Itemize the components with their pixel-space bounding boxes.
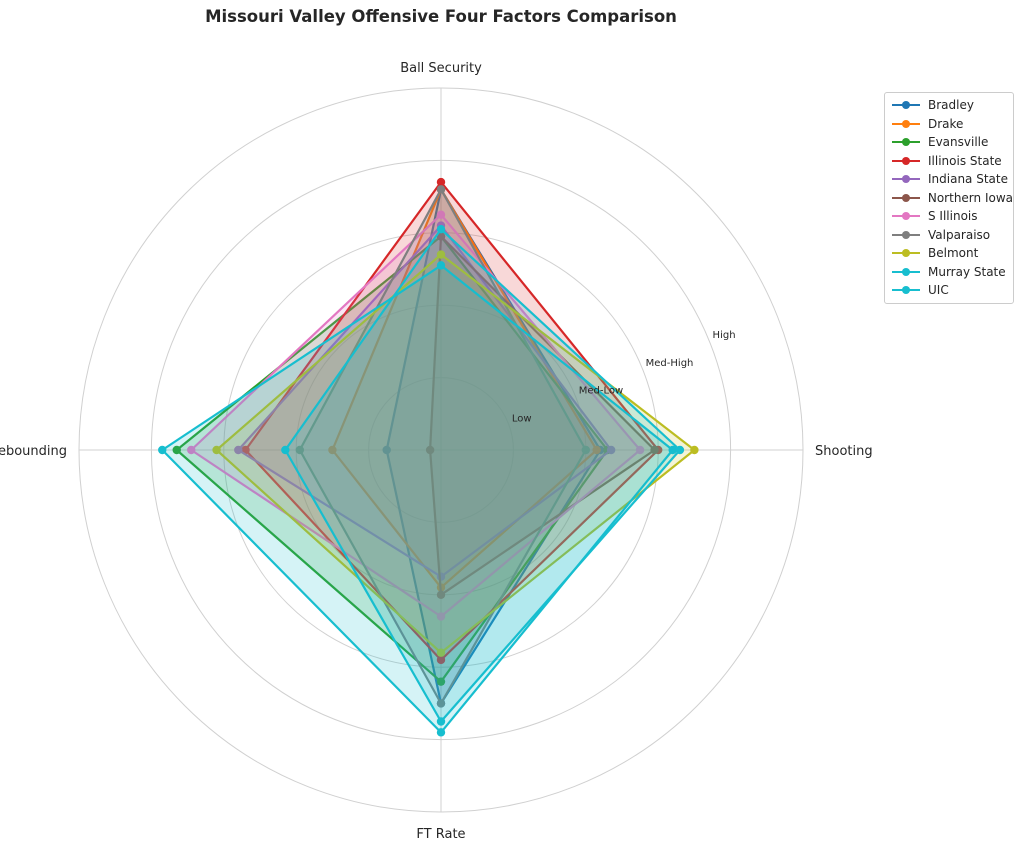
legend: Bradley Drake Evansville Illinois State Indi… — [884, 92, 1014, 304]
data-point — [436, 590, 446, 599]
legend-label: Bradley — [928, 98, 974, 113]
series-area — [332, 189, 597, 588]
legend-label: UIC — [928, 283, 949, 298]
legend-swatch — [892, 248, 920, 258]
data-point — [436, 224, 446, 234]
data-point — [234, 445, 243, 455]
series-area — [176, 236, 608, 682]
legend-item: Illinois State — [885, 152, 1013, 171]
legend-label: Drake — [928, 116, 964, 131]
data-point — [436, 185, 446, 194]
ring-label: Med-High — [646, 358, 694, 369]
legend-label: Evansville — [928, 135, 989, 150]
chart-title: Missouri Valley Offensive Four Factors C… — [205, 7, 677, 26]
legend-item: Belmont — [885, 244, 1013, 263]
legend-item: Northern Iowa — [885, 189, 1013, 208]
data-point — [158, 445, 167, 455]
data-point — [436, 699, 446, 708]
legend-swatch — [892, 119, 920, 129]
data-point — [635, 445, 645, 455]
data-point — [295, 445, 305, 455]
data-point — [436, 728, 446, 737]
data-point — [436, 261, 446, 270]
data-point — [650, 445, 659, 455]
legend-item: S Illinois — [885, 207, 1013, 226]
data-point — [606, 445, 616, 455]
legend-label: Northern Iowa — [927, 190, 1013, 205]
legend-swatch — [892, 100, 920, 110]
legend-label: Murray State — [928, 264, 1006, 279]
axis-label: Ball Security — [400, 61, 482, 76]
legend-label: Valparaiso — [928, 227, 991, 242]
legend-item: Murray State — [885, 263, 1013, 282]
data-point — [436, 250, 446, 259]
series-area — [285, 229, 680, 722]
axis-label: Shooting — [815, 444, 873, 459]
data-point — [212, 445, 221, 455]
data-point — [436, 232, 446, 241]
legend-swatch — [892, 230, 920, 240]
data-point — [436, 648, 446, 657]
data-point — [187, 445, 196, 455]
legend-item: Indiana State — [885, 170, 1013, 189]
legend-item: Valparaiso — [885, 226, 1013, 245]
legend-item: Evansville — [885, 133, 1013, 152]
legend-item: Bradley — [885, 96, 1013, 115]
axis-label: FT Rate — [416, 827, 465, 842]
legend-label: Belmont — [928, 246, 979, 261]
legend-swatch — [892, 193, 920, 203]
radar-labels: Low Med-Low Med-High High Ball Security Shoot… — [0, 61, 873, 842]
data-point — [675, 445, 685, 455]
legend-item: Drake — [885, 115, 1013, 134]
data-point — [425, 445, 435, 455]
data-point — [436, 612, 446, 621]
legend-label: Illinois State — [928, 153, 1002, 168]
data-point — [382, 445, 391, 455]
data-point — [436, 210, 446, 219]
ring-label: High — [713, 330, 736, 341]
series-area — [430, 236, 655, 595]
series-area — [245, 182, 659, 660]
legend-swatch — [892, 211, 920, 221]
axis-label: Off Rebounding — [0, 444, 67, 459]
data-point — [328, 445, 337, 455]
legend-label: S Illinois — [928, 209, 978, 224]
data-point — [592, 445, 601, 455]
legend-swatch — [892, 174, 920, 184]
data-point — [581, 445, 590, 455]
data-point — [690, 445, 699, 455]
radar-series-layer — [158, 177, 699, 737]
legend-swatch — [892, 156, 920, 166]
legend-swatch — [892, 267, 920, 277]
data-point — [281, 445, 290, 455]
series-area — [162, 265, 673, 733]
legend-swatch — [892, 285, 920, 295]
data-point — [172, 445, 181, 455]
series-area — [238, 225, 612, 577]
data-point — [436, 717, 446, 726]
legend-label: Indiana State — [928, 172, 1008, 187]
series-area — [216, 254, 695, 653]
data-point — [668, 445, 677, 455]
data-point — [436, 655, 446, 665]
data-point — [436, 177, 446, 187]
ring-label: Low — [512, 413, 532, 424]
legend-item: UIC — [885, 281, 1013, 300]
series-area — [191, 214, 641, 617]
ring-label: Med-Low — [579, 386, 623, 397]
data-point — [436, 677, 446, 686]
legend-swatch — [892, 137, 920, 147]
